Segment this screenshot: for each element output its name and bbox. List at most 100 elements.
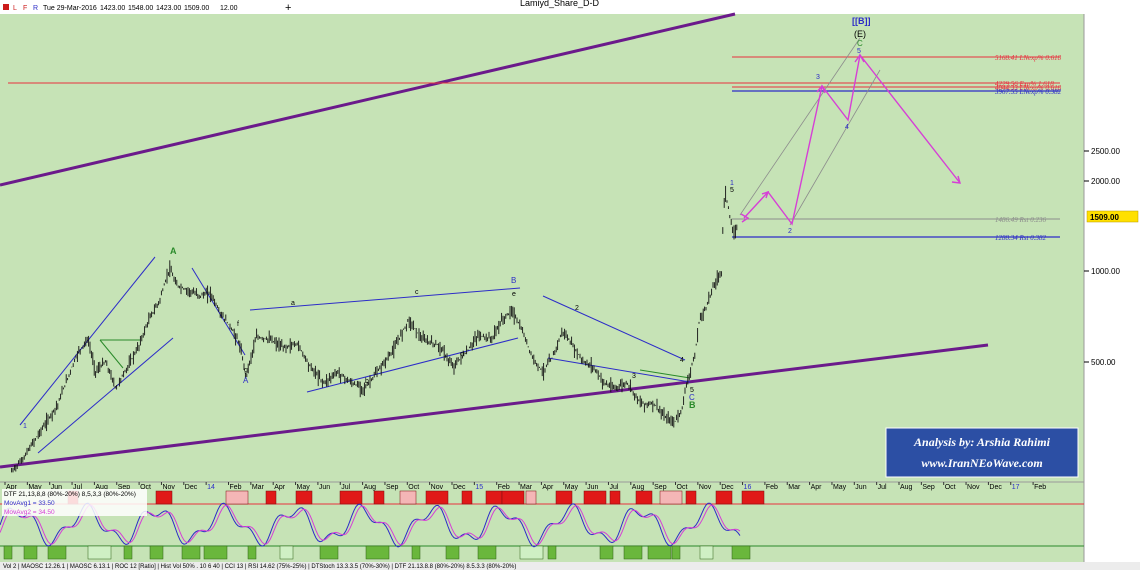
price-label-500: 500.00 [1091,358,1116,367]
projection-line-lower [789,69,881,226]
time-label: May [833,484,847,491]
wave-label-b-green: B [689,400,696,410]
dtf-oversold-block [149,545,164,560]
dtf-overbought-block [155,490,173,505]
dtf-overbought-block [659,490,683,505]
dtf-overbought-block [425,490,449,505]
dtf-oversold-block [47,545,67,560]
flag-l[interactable]: L [13,5,17,12]
dtf-overbought-block [609,490,621,505]
time-label: Jul [341,484,350,491]
oscillator-line-blue [0,502,741,548]
price-label-2000: 2000.00 [1091,177,1120,186]
proj-label-4: 4 [845,124,849,131]
flag-f[interactable]: F [23,5,27,12]
dtf-overbought-block [399,490,417,505]
dtf-oversold-block [477,545,497,560]
projection-line-upper [739,37,861,216]
time-label: Sep [118,484,131,491]
time-label: Mar [252,484,265,491]
time-label: Jun [587,484,598,491]
time-label: Nov [967,484,980,491]
wave-labels: [[B]] (E) C A A B C B 2 3 4 5 1 5 a b c … [23,16,871,430]
flag-r[interactable]: R [33,5,38,12]
time-label: 17 [1012,484,1020,491]
price-axis-panel [1084,0,1140,570]
time-label: Aug [632,484,645,491]
time-label: Aug [364,484,377,491]
time-label: Feb [230,484,242,491]
wave-label-5-small: 5 [690,387,694,394]
dtf-oversold-block [699,545,714,560]
branding-website[interactable]: www.IranNEoWave.com [921,456,1042,470]
wave-label-b-blue: B [511,276,516,285]
header-open: 1423.00 [100,5,125,12]
indicator-tabs-bar [0,562,1140,570]
dtf-oversold-block [445,545,460,560]
projection-channel [739,37,881,226]
fib-levels: 5168.41 LNexp% 0.618 4229.56 Exp% 1.618 … [8,54,1062,242]
time-label: Oct [677,484,688,491]
time-label: Aug [900,484,913,491]
time-label: Dec [453,484,466,491]
price-label-1000: 1000.00 [1091,267,1120,276]
chart-title: Lamiyd_Share_D-D [520,0,600,8]
dtf-overbought-block [583,490,607,505]
time-label: Sep [386,484,399,491]
dtf-overbought-block [715,490,733,505]
branding-box: Analysis by: Arshia Rahimi www.IranNEoWa… [885,427,1079,478]
dtf-blocks [3,490,765,560]
time-label: May [565,484,579,491]
time-label: Nov [162,484,175,491]
record-icon[interactable] [3,4,9,10]
channel-c-lower [547,357,691,383]
price-series [11,185,738,473]
wave-label-g-small: g [244,367,248,374]
triangle-line-3 [639,369,691,379]
time-label: Jun [51,484,62,491]
indicator-tabs[interactable]: Vol 2 | MAOSC 12.26.1 | MAOSC 6.13.1 | R… [3,564,516,570]
dtf-overbought-block [635,490,653,505]
channel-upper-line [0,12,736,187]
indicator-legend-bg [2,489,147,516]
dtf-overbought-block [339,490,363,505]
wave-label-4-small: 4 [680,357,684,364]
wave-label-big-c: C [857,39,863,48]
time-label: 16 [744,484,752,491]
channel-lower-line [0,343,989,469]
dtf-oversold-block [203,545,228,560]
add-indicator-icon[interactable]: + [285,2,291,14]
wave-label-b-small: b [365,378,369,385]
header-info: L F R Tue 29-Mar-2016 1423.00 1548.00 14… [3,0,600,14]
time-label: 15 [475,484,483,491]
dtf-oversold-block [623,545,643,560]
channel-e-lower [306,337,519,393]
fib-label-2: 4229.56 Exp% 1.618 [995,80,1054,88]
time-label: Aug [95,484,108,491]
header-low: 1423.00 [156,5,181,12]
wave-label-a-small: a [291,300,295,307]
header-date: Tue 29-Mar-2016 [43,5,97,12]
time-label: Apr [6,484,18,491]
dtf-overbought-block [295,490,313,505]
time-axis: Apr May Jun Jul Aug Sep Oct Nov Dec 14 Feb Mar Apr Ma… [4,482,1046,491]
dtf-overbought-block [525,490,537,505]
current-price-label: 1509.00 [1090,213,1119,222]
projection-arrow-3 [816,84,826,94]
branding-author: Analysis by: Arshia Rahimi [913,435,1051,449]
time-label: Sep [922,484,935,491]
dtf-oversold-block [365,545,390,560]
dtf-oversold-block [411,545,421,560]
wave-label-5-top: 5 [730,187,734,194]
time-label: Jul [73,484,82,491]
time-label: Mar [520,484,533,491]
wave-triangle [99,339,691,379]
channel-c-upper [542,295,686,361]
time-label: Nov [699,484,712,491]
dtf-oversold-block [599,545,614,560]
dtf-oversold-block [123,545,133,560]
dtf-oversold-block [181,545,201,560]
wave-label-a-green: A [170,246,177,256]
time-label: Jun [855,484,866,491]
